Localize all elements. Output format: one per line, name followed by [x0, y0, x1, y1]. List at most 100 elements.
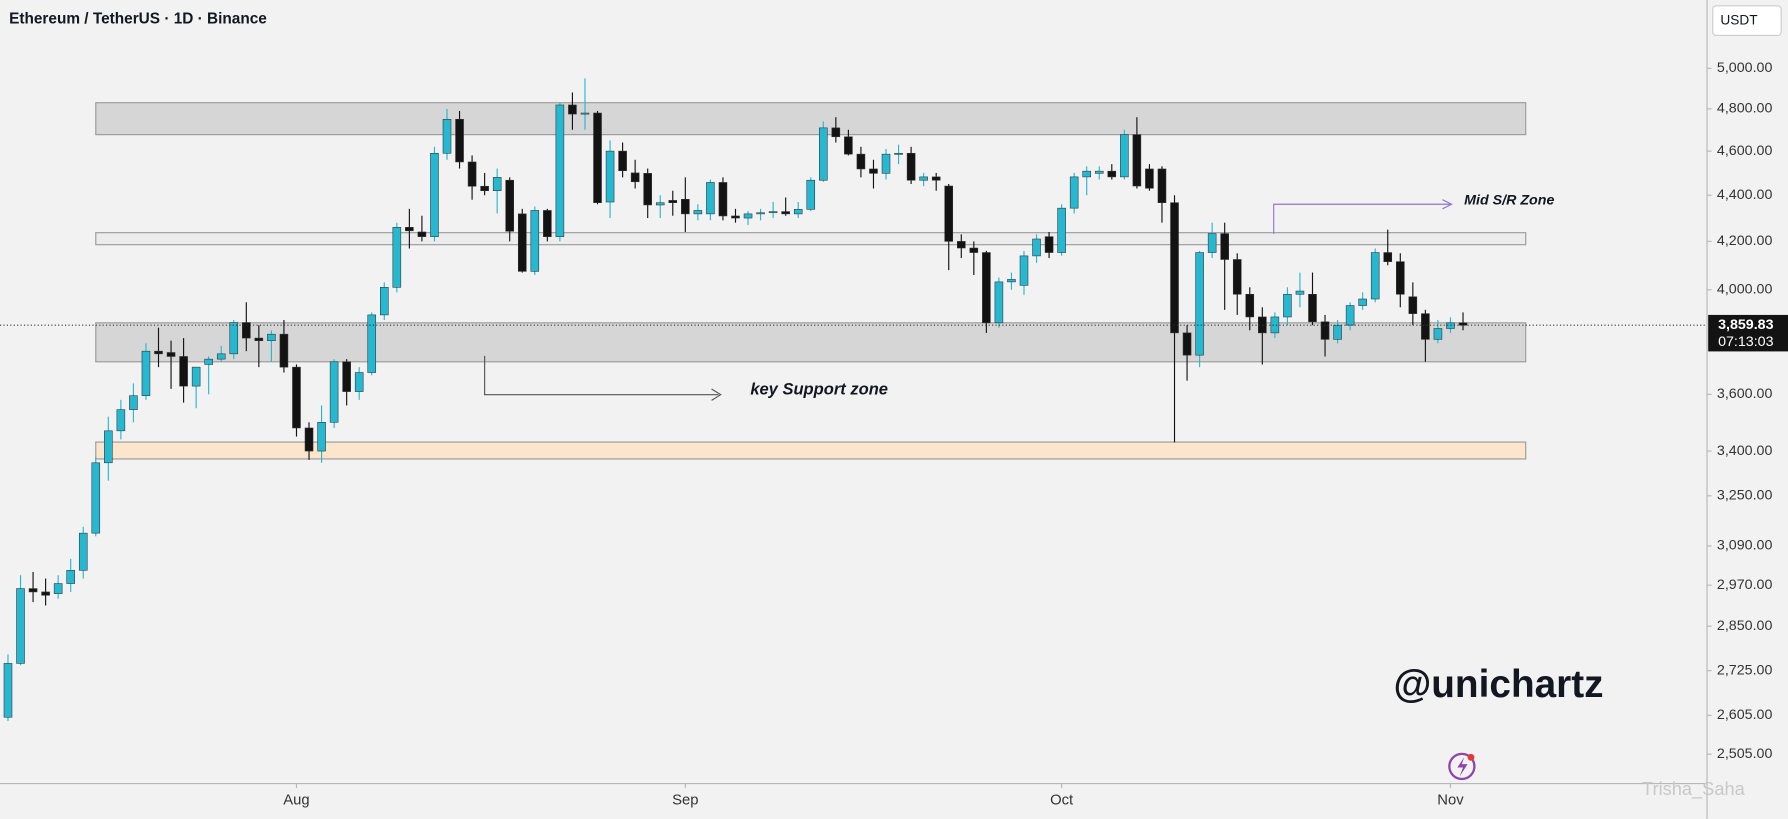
- candle-body: [354, 372, 364, 392]
- candle-body: [819, 127, 828, 181]
- candle-body: [668, 200, 678, 203]
- candle-body: [768, 211, 778, 214]
- candle-body: [129, 395, 138, 410]
- candle-body: [216, 353, 226, 360]
- currency: USDT: [1720, 12, 1758, 27]
- mid-arrow-head: [1442, 199, 1453, 210]
- mid-label: Mid S/R Zone: [1464, 193, 1554, 209]
- candle-body: [28, 588, 38, 593]
- candle-body: [292, 366, 301, 429]
- candle-body: [242, 322, 251, 339]
- candle-body: [1220, 233, 1229, 260]
- y-tick-label: 3,250.00: [1717, 488, 1773, 504]
- candle-body: [706, 182, 715, 215]
- candle-body: [1245, 293, 1255, 318]
- y-tick-label: 4,000.00: [1717, 282, 1773, 298]
- x-tick-label: Oct: [1050, 793, 1073, 809]
- candle-body: [254, 337, 264, 341]
- candle-body: [957, 241, 966, 249]
- candle-body: [1458, 322, 1468, 326]
- candle-body: [643, 173, 652, 206]
- candle-body: [41, 591, 50, 596]
- candle-body: [881, 153, 891, 174]
- candle-body: [781, 211, 790, 215]
- y-tick-label: 5,000.00: [1717, 60, 1773, 76]
- last-price-box: [1708, 314, 1788, 352]
- candle-body: [1408, 296, 1418, 314]
- candle-body: [505, 179, 514, 232]
- candle-body: [179, 356, 188, 387]
- zone: [95, 441, 1527, 460]
- candle-body: [1308, 293, 1317, 323]
- candle-body: [405, 227, 414, 232]
- candle-body: [655, 202, 665, 206]
- candle-body: [467, 161, 477, 187]
- candle-body: [1107, 170, 1117, 178]
- candle-body: [1396, 261, 1405, 295]
- candle-body: [267, 333, 276, 341]
- candle-body: [91, 462, 101, 534]
- candle-body: [1383, 252, 1393, 262]
- candle-body: [806, 179, 816, 210]
- candle-body: [3, 663, 13, 718]
- countdown: 07:13:03: [1718, 334, 1774, 350]
- x-tick-label: Sep: [672, 793, 698, 809]
- zone: [95, 322, 1527, 363]
- candle-body: [630, 172, 640, 183]
- candle-body: [492, 177, 502, 192]
- candle-body: [1019, 255, 1029, 286]
- y-tick-label: 4,600.00: [1717, 143, 1773, 159]
- candle-body: [1270, 316, 1280, 334]
- candle-body: [982, 252, 991, 324]
- candle-body: [380, 287, 389, 316]
- candle-body: [166, 352, 176, 357]
- y-tick-label: 2,850.00: [1717, 618, 1773, 634]
- candle-body: [116, 409, 126, 432]
- candle-body: [580, 112, 590, 115]
- candle-body: [1433, 328, 1443, 340]
- candle-body: [894, 152, 903, 155]
- candle-body: [53, 583, 63, 594]
- candle-body: [1320, 321, 1330, 340]
- candle-body: [994, 281, 1004, 324]
- candle-body: [392, 227, 402, 288]
- candle-body: [1132, 134, 1142, 187]
- candles: [3, 78, 1468, 722]
- candle-body: [530, 210, 540, 272]
- candle-body: [831, 127, 841, 138]
- candle-body: [442, 118, 452, 154]
- candle-body: [681, 199, 690, 215]
- support-arrow-head: [711, 388, 722, 401]
- replay-icon[interactable]: [1448, 752, 1476, 781]
- candle-body: [543, 210, 552, 237]
- candle-body: [1333, 324, 1342, 340]
- candle-body: [1345, 305, 1355, 326]
- zones: [95, 102, 1527, 460]
- candle-body: [141, 350, 151, 397]
- candle-body: [1232, 259, 1242, 295]
- candle-body: [1370, 252, 1380, 300]
- replay-dot: [1467, 753, 1475, 761]
- candle-body: [593, 112, 602, 203]
- candle-body: [1057, 207, 1066, 253]
- support-arrow: [484, 355, 719, 396]
- y-tick-label: 4,400.00: [1717, 187, 1773, 203]
- candle-body: [1195, 252, 1204, 356]
- zone: [95, 232, 1527, 246]
- candle-body: [743, 213, 753, 219]
- candle-body: [1032, 238, 1041, 257]
- y-tick-label: 3,400.00: [1717, 443, 1773, 459]
- candle-body: [78, 532, 88, 571]
- candle-body: [869, 168, 878, 174]
- y-tick-label: 4,200.00: [1717, 233, 1773, 249]
- candle-body: [480, 185, 489, 192]
- candle-body: [1069, 176, 1079, 209]
- candle-body: [793, 209, 803, 215]
- replay-bolt: [1457, 757, 1468, 777]
- y-tick-label: 2,725.00: [1717, 662, 1773, 678]
- candle-body: [304, 427, 314, 452]
- y-tick-label: 3,600.00: [1717, 386, 1773, 402]
- candle-body: [856, 153, 866, 170]
- candle-body: [718, 182, 728, 217]
